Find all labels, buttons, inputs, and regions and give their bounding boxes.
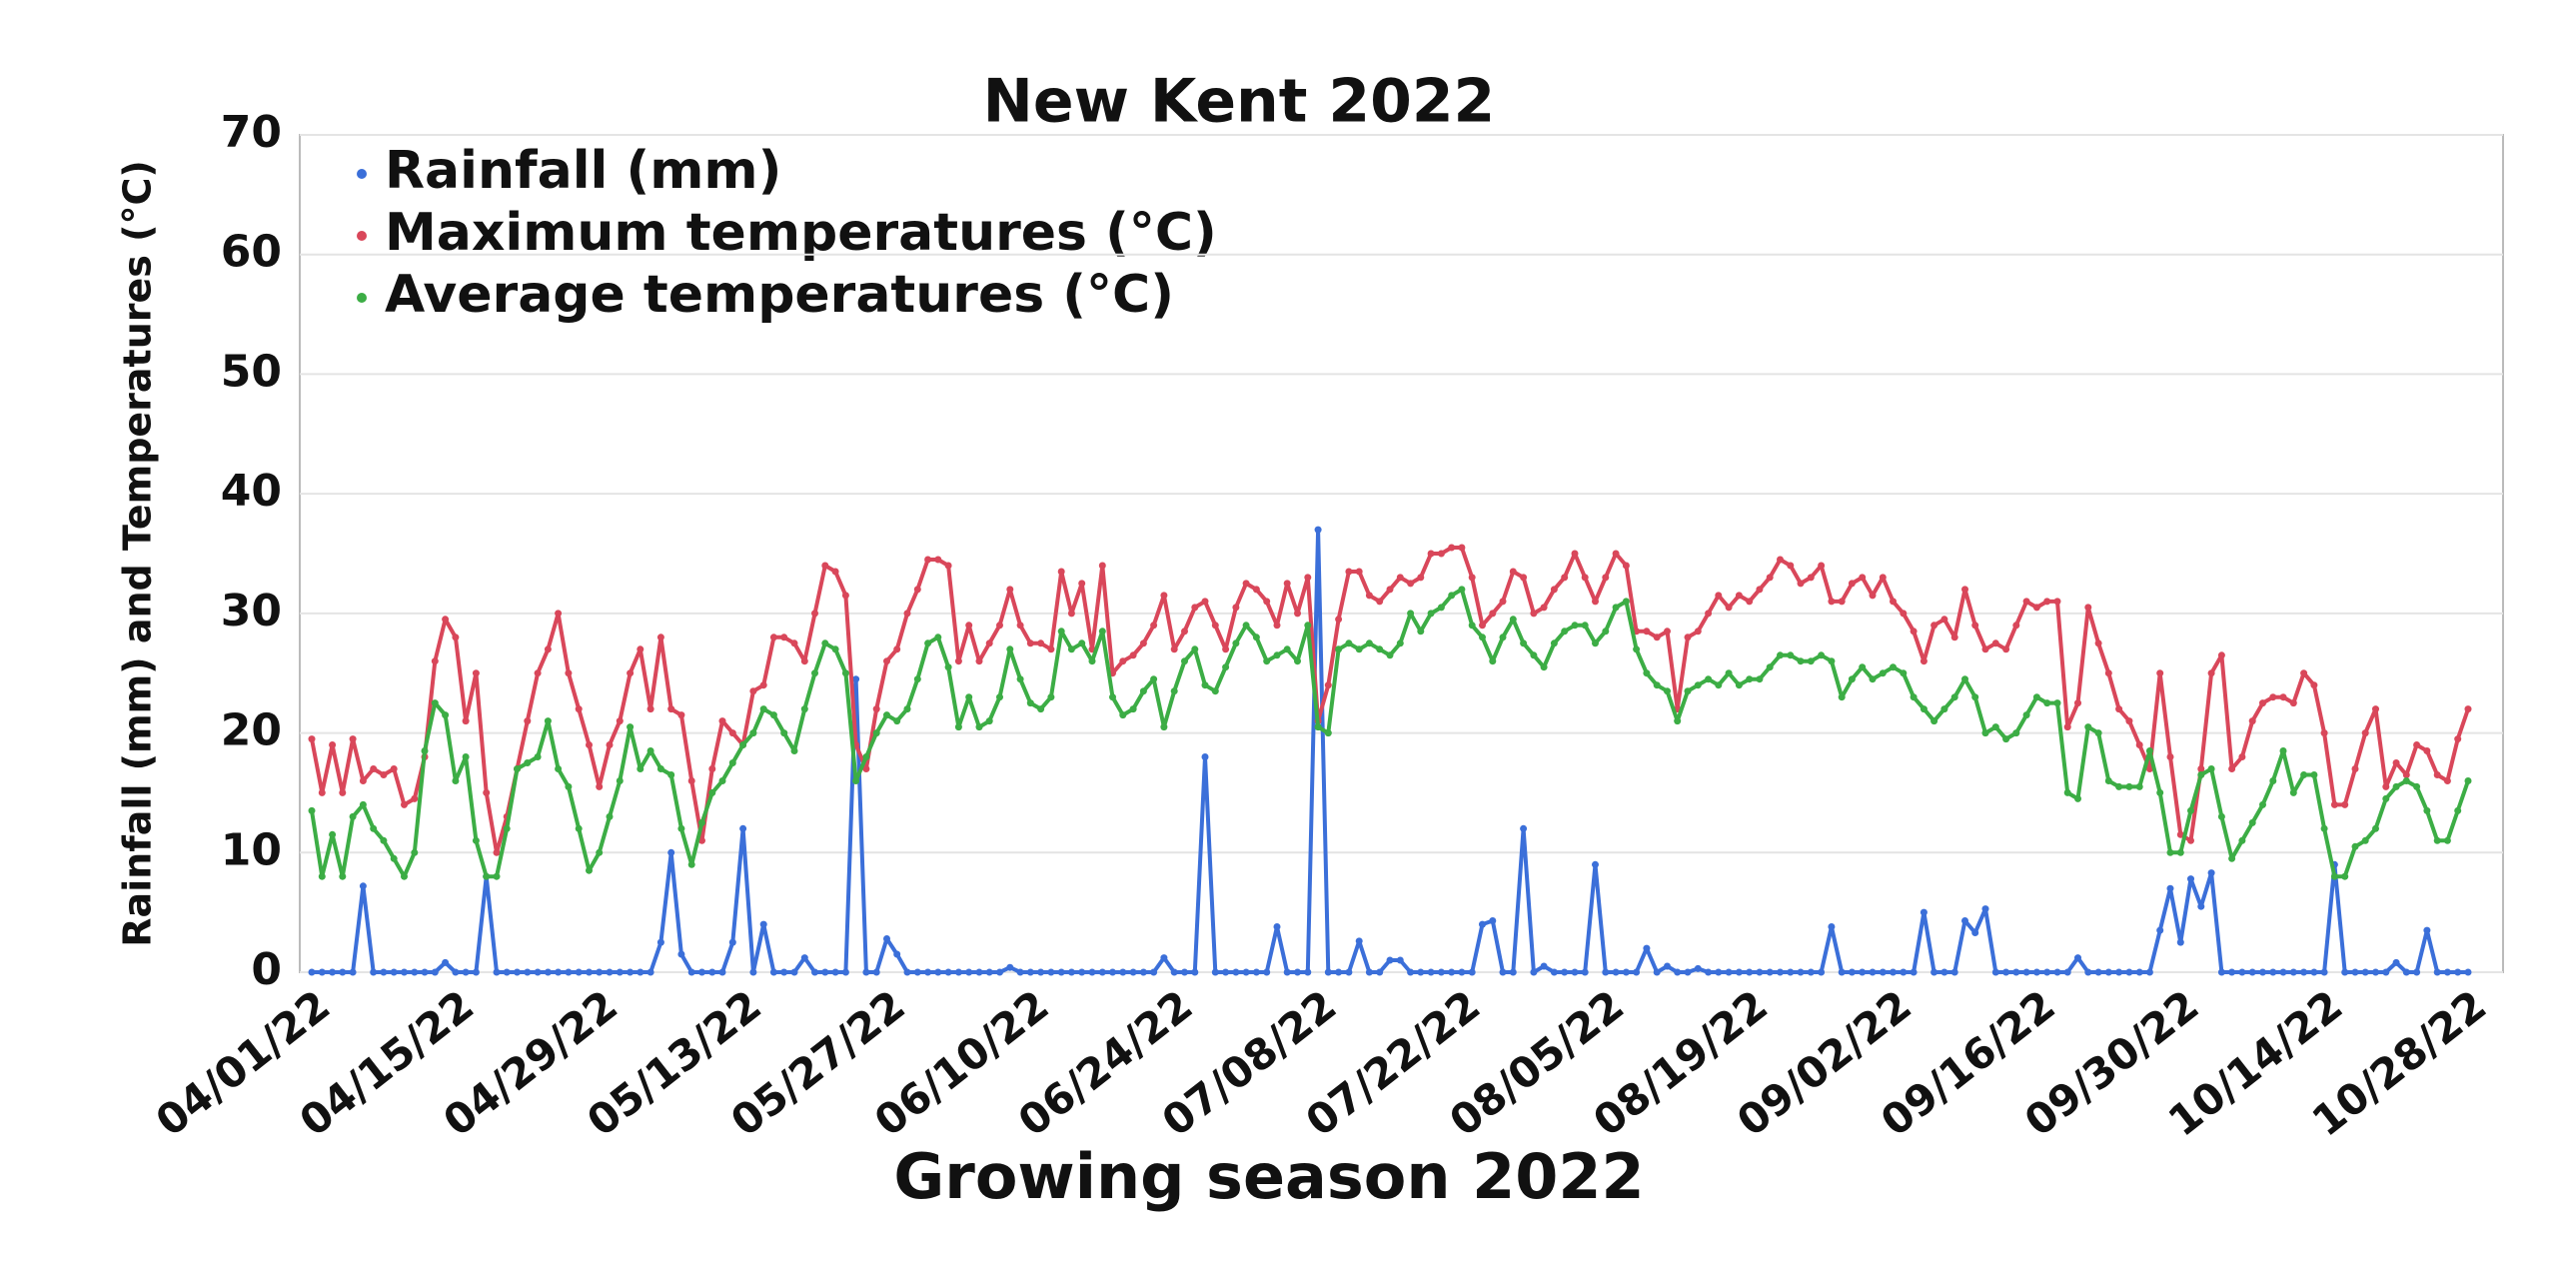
legend-marker <box>357 169 367 179</box>
y-tick-label: 50 <box>221 346 282 397</box>
chart-title: New Kent 2022 <box>983 67 1496 137</box>
legend-label: Maximum temperatures (°C) <box>385 203 1217 263</box>
legend-label: Average temperatures (°C) <box>385 265 1174 325</box>
y-tick-label: 20 <box>221 705 282 756</box>
legend: Rainfall (mm)Maximum temperatures (°C)Av… <box>357 141 1217 325</box>
legend-marker <box>357 293 367 303</box>
y-tick-label: 40 <box>221 466 282 517</box>
x-axis-title: Growing season 2022 <box>893 1140 1644 1213</box>
y-tick-label: 10 <box>221 824 282 875</box>
y-tick-label: 30 <box>221 586 282 636</box>
series-line <box>308 544 2472 856</box>
y-axis-title: Rainfall (mm) and Temperatures (°C) <box>116 160 160 947</box>
y-tick-label: 60 <box>221 227 282 278</box>
legend-label: Rainfall (mm) <box>385 141 781 201</box>
y-tick-label: 70 <box>221 107 282 158</box>
legend-marker <box>357 231 367 241</box>
series-line <box>308 586 2472 880</box>
y-tick-label: 0 <box>251 944 282 995</box>
